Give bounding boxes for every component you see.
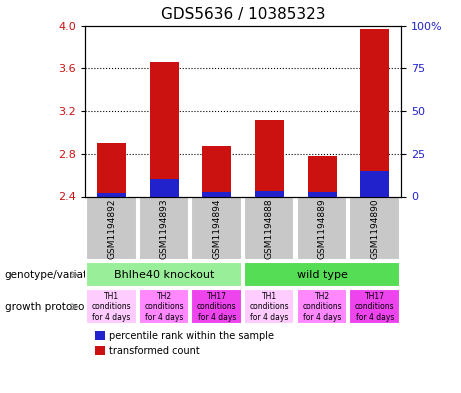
Bar [191, 197, 242, 260]
Bar [150, 62, 179, 196]
Text: GSM1194894: GSM1194894 [213, 199, 221, 259]
Bar [255, 191, 284, 196]
Text: TH17
conditions
for 4 days: TH17 conditions for 4 days [197, 292, 236, 321]
Text: GSM1194892: GSM1194892 [107, 199, 116, 259]
Bar [349, 289, 400, 324]
Bar [307, 156, 337, 196]
Text: GSM1194888: GSM1194888 [265, 198, 274, 259]
Text: TH17
conditions
for 4 days: TH17 conditions for 4 days [355, 292, 395, 321]
Bar [86, 262, 242, 287]
Text: transformed count: transformed count [109, 345, 200, 356]
Bar [307, 192, 337, 196]
Bar [97, 143, 126, 196]
Bar [150, 178, 179, 196]
Bar [95, 346, 105, 355]
Text: GSM1194889: GSM1194889 [318, 198, 327, 259]
Text: TH1
conditions
for 4 days: TH1 conditions for 4 days [92, 292, 131, 321]
Bar [244, 262, 400, 287]
Bar [244, 289, 295, 324]
Bar [297, 289, 347, 324]
Bar [244, 197, 295, 260]
Text: Bhlhe40 knockout: Bhlhe40 knockout [114, 270, 214, 280]
Text: percentile rank within the sample: percentile rank within the sample [109, 331, 274, 341]
Bar [255, 119, 284, 196]
Text: genotype/variation: genotype/variation [5, 270, 104, 280]
Bar [86, 289, 136, 324]
Bar [361, 29, 389, 196]
Bar [139, 289, 189, 324]
Bar [202, 192, 231, 196]
Text: TH1
conditions
for 4 days: TH1 conditions for 4 days [250, 292, 290, 321]
Bar [139, 197, 189, 260]
Bar [191, 289, 242, 324]
Text: GSM1194893: GSM1194893 [160, 198, 169, 259]
Bar [86, 197, 136, 260]
Text: growth protocol: growth protocol [5, 302, 87, 312]
Text: GSM1194890: GSM1194890 [370, 198, 379, 259]
Bar [97, 193, 126, 196]
Text: wild type: wild type [297, 270, 348, 280]
Text: TH2
conditions
for 4 days: TH2 conditions for 4 days [302, 292, 342, 321]
Title: GDS5636 / 10385323: GDS5636 / 10385323 [161, 7, 325, 22]
Bar [95, 331, 105, 340]
Bar [349, 197, 400, 260]
Bar [297, 197, 347, 260]
Text: TH2
conditions
for 4 days: TH2 conditions for 4 days [144, 292, 184, 321]
Bar [361, 171, 389, 196]
Bar [202, 146, 231, 196]
